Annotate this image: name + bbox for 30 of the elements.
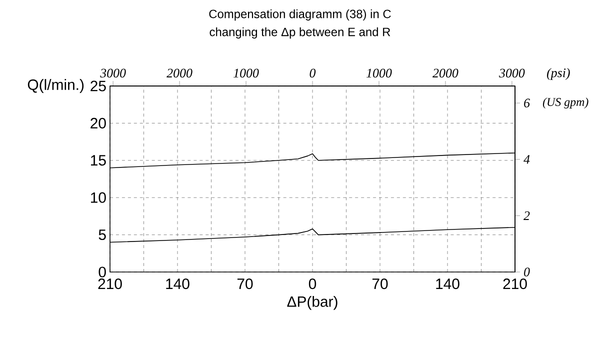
x2-tick-label: 1000	[366, 68, 392, 78]
x-tick-label: 70	[372, 278, 388, 290]
x-tick-label: 210	[503, 278, 527, 290]
x2-axis-title: (psi)	[546, 68, 570, 80]
x-tick-label: 70	[237, 278, 253, 290]
y-tick-label: 20	[90, 118, 106, 128]
x2-tick-label: 2000	[166, 68, 192, 78]
x-axis-title: ΔP(bar)	[287, 296, 338, 310]
x2-tick-label: 1000	[234, 68, 259, 78]
y-tick-label: 0	[98, 266, 106, 278]
y-tick-label: 5	[98, 230, 106, 240]
y2-tick-label: 4	[524, 155, 530, 164]
y-tick-label: 15	[91, 155, 106, 166]
y2-axis-title: (US gpm)	[542, 98, 588, 108]
y-tick-label: 10	[91, 192, 106, 203]
y2-tick-label: 0	[524, 268, 530, 276]
y-axis-title: Q(l/min.)	[28, 79, 84, 93]
x-tick-label: 140	[436, 278, 460, 290]
x2-tick-label: 3000	[100, 68, 126, 78]
chart-title: Compensation diagramm (38) in C	[209, 9, 391, 21]
y2-tick-label: 2	[524, 211, 530, 220]
x-tick-label: 0	[308, 278, 316, 290]
x2-tick-label: 0	[310, 68, 316, 78]
y-tick-label: 25	[90, 80, 106, 92]
x-tick-label: 140	[166, 278, 190, 290]
x2-tick-label: 3000	[498, 68, 525, 78]
x-tick-label: 210	[98, 278, 122, 290]
x2-tick-label: 2000	[432, 68, 458, 78]
y2-tick-label: 6	[524, 98, 530, 108]
chart-subtitle: changing the Δp between E and R	[210, 27, 390, 39]
